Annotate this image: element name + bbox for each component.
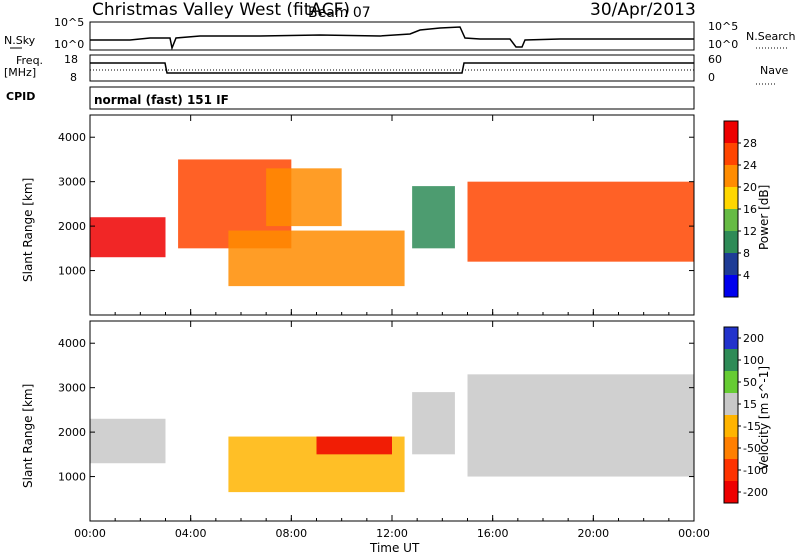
noise-right-tick-bottom: 10^0 — [708, 38, 738, 51]
freq-label-1: Freq. — [16, 54, 43, 67]
x-tick-label-5: 20:00 — [577, 527, 609, 540]
velocity-scatter-region-4 — [467, 374, 694, 477]
noise-left-tick-top: 10^5 — [54, 16, 84, 29]
colorbar-swatch-1 — [724, 349, 738, 372]
cpid-label: CPID — [6, 90, 35, 103]
power-scatter-region-5 — [467, 181, 694, 262]
freq-tick-top: 18 — [64, 53, 78, 66]
noise-search-label: N.Search — [746, 30, 796, 43]
velocity-marks — [90, 374, 694, 493]
y-tick-label-2000: 2000 — [58, 220, 86, 233]
colorbar-swatch-6 — [724, 253, 738, 276]
colorbar-swatch-2 — [724, 371, 738, 394]
beam-label: Beam 07 — [308, 5, 371, 21]
colorbar-tick-2: 50 — [743, 376, 757, 389]
colorbar-tick-0: 200 — [743, 332, 764, 345]
freq-label-2: [MHz] — [4, 66, 36, 79]
power-scatter-region-0 — [90, 217, 166, 258]
colorbar-tick-4: 12 — [743, 225, 757, 238]
cpid-value: normal (fast) 151 IF — [94, 93, 229, 107]
power-y-axis: 1000 2000 3000 4000 — [58, 131, 694, 278]
station-title: Christmas Valley West (fitACF) — [92, 0, 350, 20]
colorbar-tick-2: 20 — [743, 181, 757, 194]
freq-panel: Freq. [MHz] 18 8 60 0 Nave — [4, 53, 788, 85]
power-x-axis — [89, 115, 695, 315]
power-scatter-region-4 — [412, 186, 455, 249]
colorbar-swatch-5 — [724, 231, 738, 254]
colorbar-tick-3: 15 — [743, 398, 757, 411]
colorbar-tick-1: 24 — [743, 159, 757, 172]
noise-left-tick-bottom: 10^0 — [54, 38, 84, 51]
y-tick-label-1000: 1000 — [58, 265, 86, 278]
velocity-scatter-region-2 — [316, 436, 392, 455]
velocity-colorbar: 200 100 50 15 -15 -50 -100 -200 — [723, 326, 768, 504]
power-scatter-region-2 — [228, 230, 405, 287]
x-tick-label-4: 16:00 — [477, 527, 509, 540]
freq-tick-bottom: 8 — [70, 71, 77, 84]
power-marks — [90, 159, 694, 287]
y-tick-label-2000: 2000 — [58, 426, 86, 439]
colorbar-tick-4: -15 — [743, 420, 761, 433]
colorbar-swatch-5 — [724, 437, 738, 460]
x-tick-label-2: 08:00 — [275, 527, 307, 540]
velocity-colorbar-label: Velocity [m s^-1] — [757, 366, 771, 470]
colorbar-swatch-1 — [724, 143, 738, 166]
colorbar-swatch-3 — [724, 393, 738, 416]
date-label: 30/Apr/2013 — [590, 0, 696, 20]
power-scatter-region-3 — [266, 168, 342, 227]
colorbar-swatch-7 — [724, 481, 738, 504]
y-tick-label-4000: 4000 — [58, 337, 86, 350]
x-tick-label-1: 04:00 — [175, 527, 207, 540]
colorbar-swatch-0 — [724, 327, 738, 350]
colorbar-tick-6: -100 — [743, 464, 768, 477]
nave-tick-top: 60 — [708, 53, 722, 66]
colorbar-tick-6: 4 — [743, 269, 750, 282]
x-tick-label-3: 12:00 — [376, 527, 408, 540]
time-axis-label: Time UT — [369, 541, 420, 554]
colorbar-swatch-3 — [724, 187, 738, 210]
power-colorbar: 28 24 20 16 12 8 4 — [723, 120, 757, 298]
colorbar-tick-5: -50 — [743, 442, 761, 455]
colorbar-tick-5: 8 — [743, 247, 750, 260]
velocity-ylabel: Slant Range [km] — [21, 384, 35, 488]
velocity-x-axis: 00:00 04:00 08:00 12:00 16:00 20:00 00:00 — [74, 321, 710, 540]
cpid-panel: CPID normal (fast) 151 IF — [6, 86, 695, 110]
y-tick-label-3000: 3000 — [58, 382, 86, 395]
y-tick-label-1000: 1000 — [58, 471, 86, 484]
colorbar-swatch-4 — [724, 209, 738, 232]
colorbar-swatch-6 — [724, 459, 738, 482]
colorbar-tick-7: -200 — [743, 486, 768, 499]
x-tick-label-0: 00:00 — [74, 527, 106, 540]
y-tick-label-3000: 3000 — [58, 176, 86, 189]
colorbar-swatch-0 — [724, 121, 738, 144]
power-colorbar-label: Power [dB] — [757, 185, 771, 250]
power-panel: 1000 2000 3000 4000 Slant Range [km] 28 24 20… — [21, 114, 771, 316]
nave-label: Nave — [760, 64, 788, 77]
colorbar-swatch-4 — [724, 415, 738, 438]
velocity-panel: 1000 2000 3000 4000 00:00 04:00 08:00 12:00 16:… — [21, 320, 771, 554]
colorbar-swatch-2 — [724, 165, 738, 188]
velocity-y-axis: 1000 2000 3000 4000 — [58, 337, 694, 484]
freq-trace — [90, 62, 694, 74]
noise-right-tick-top: 10^5 — [708, 20, 738, 33]
colorbar-tick-1: 100 — [743, 354, 764, 367]
y-tick-label-4000: 4000 — [58, 131, 86, 144]
x-tick-label-6: 00:00 — [678, 527, 710, 540]
nave-tick-bottom: 0 — [708, 71, 715, 84]
velocity-scatter-region-3 — [412, 392, 455, 455]
colorbar-tick-0: 28 — [743, 137, 757, 150]
noise-sky-trace — [90, 26, 694, 51]
power-ylabel: Slant Range [km] — [21, 178, 35, 282]
velocity-scatter-region-0 — [90, 418, 166, 464]
colorbar-tick-3: 16 — [743, 203, 757, 216]
colorbar-swatch-7 — [724, 275, 738, 298]
noise-sky-label: N.Sky — [4, 34, 36, 47]
noise-panel: N.Sky 10^5 10^0 10^5 10^0 N.Search — [4, 16, 796, 51]
